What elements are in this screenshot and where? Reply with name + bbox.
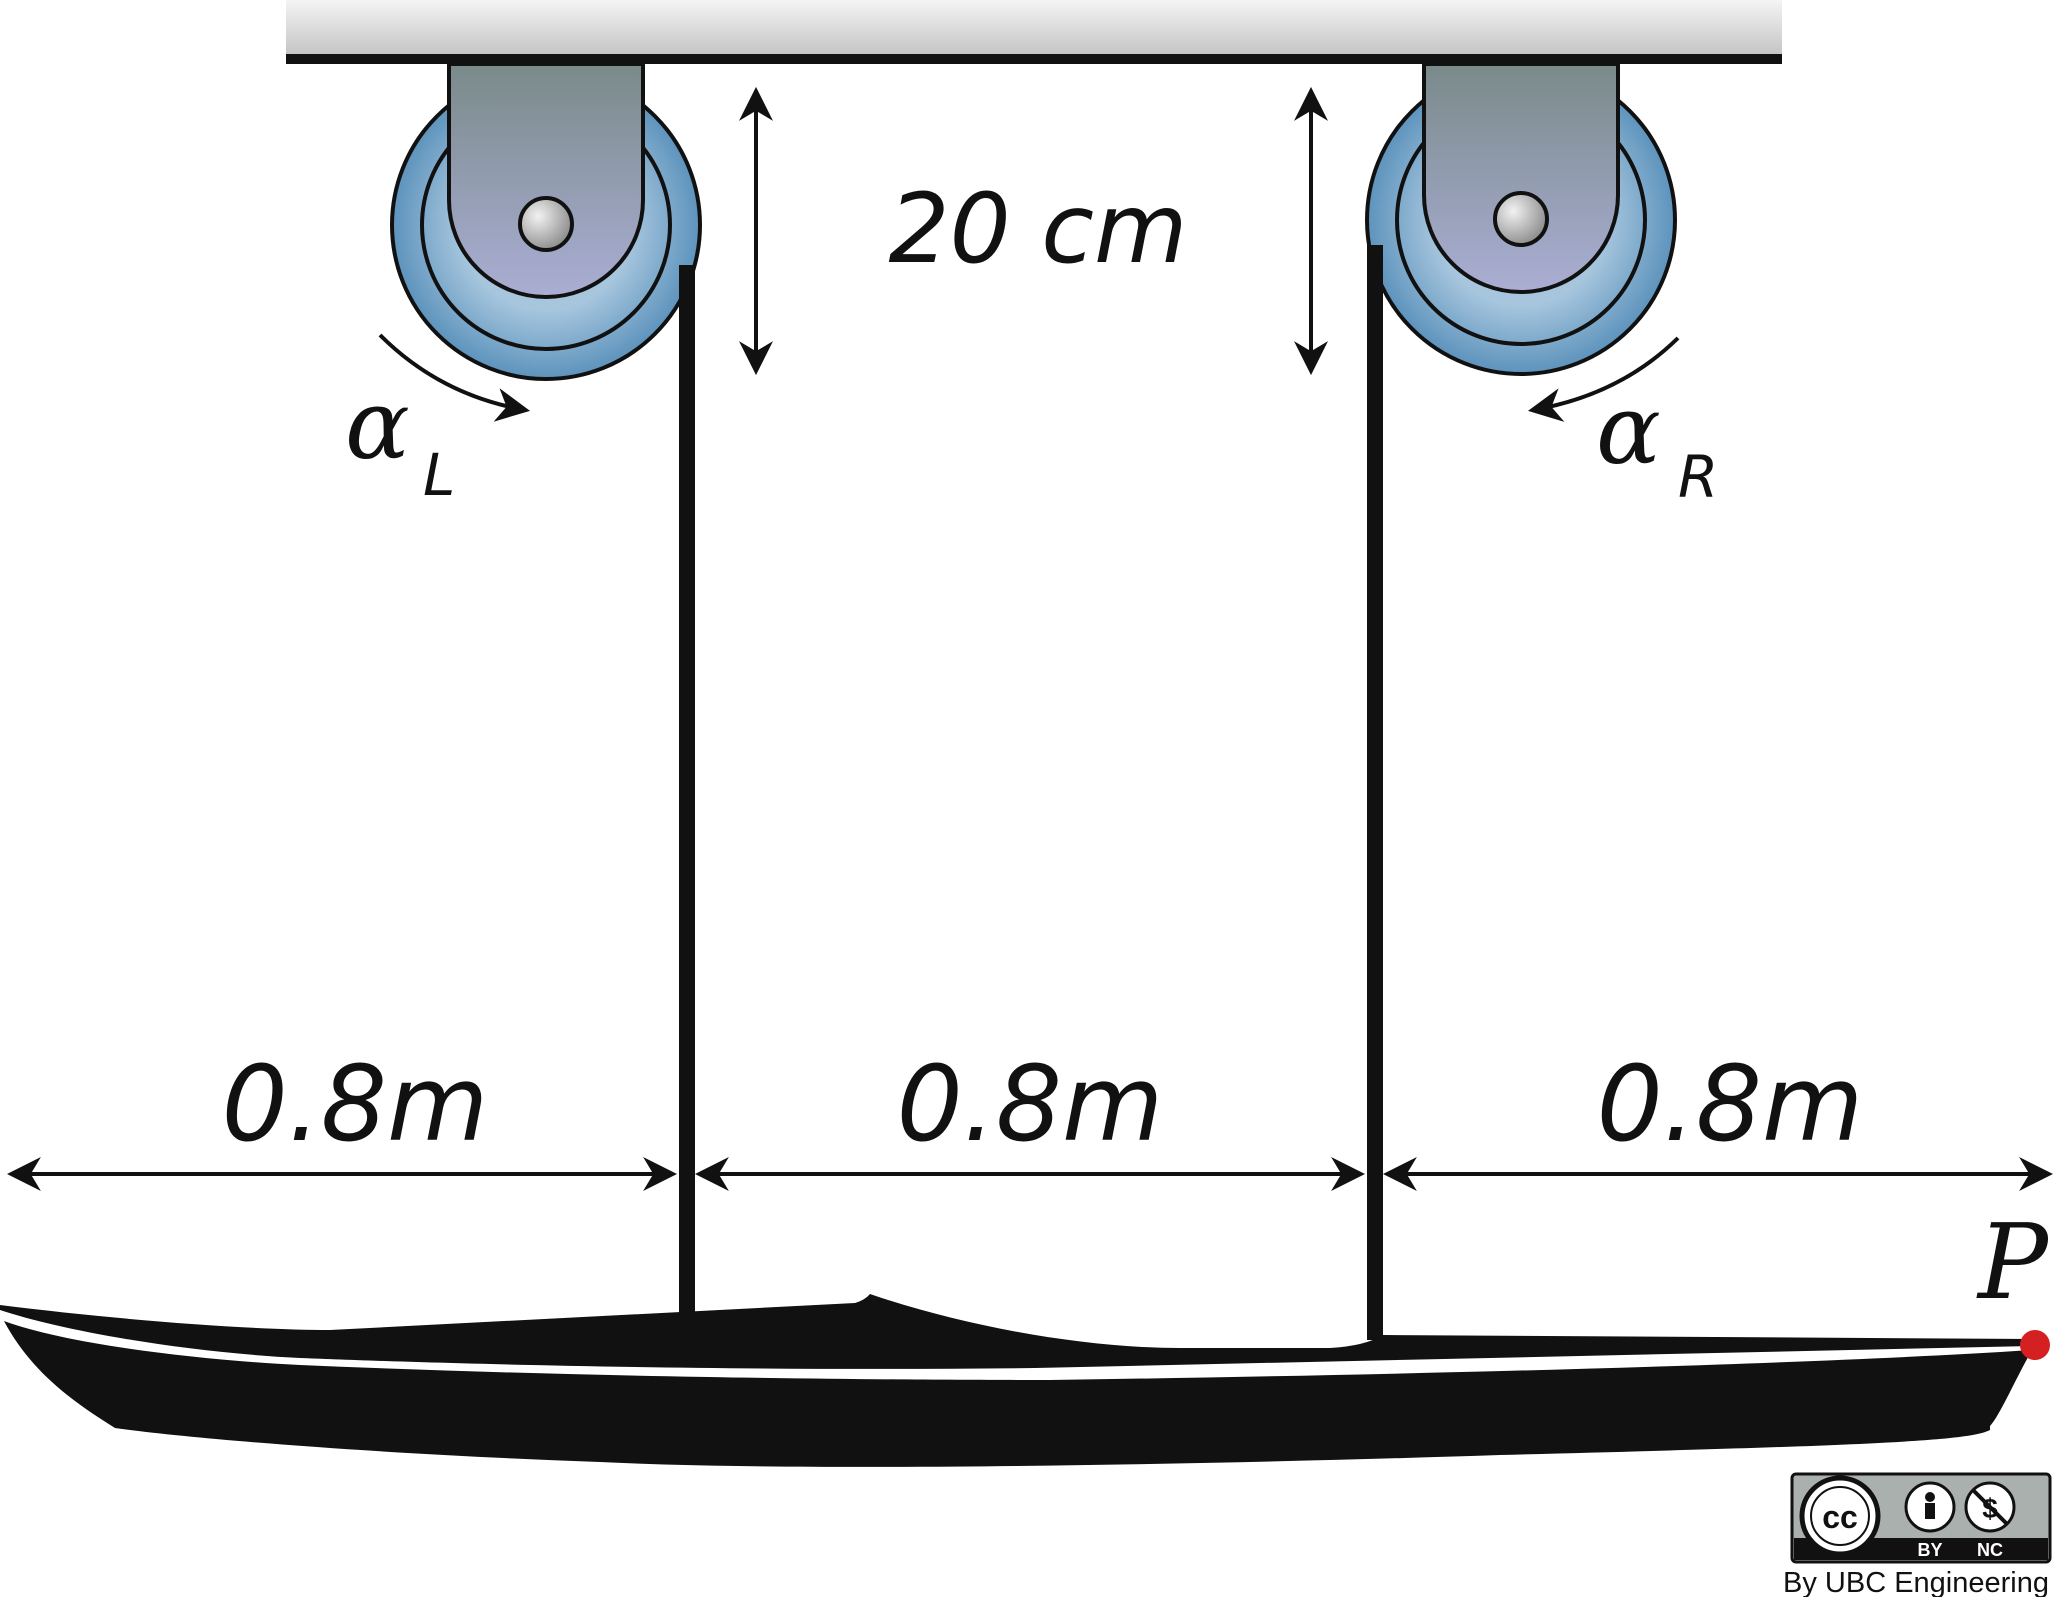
left-pulley-bracket: [447, 62, 645, 299]
span-label-1: 0.8m: [222, 1043, 489, 1165]
kayak-deck: [0, 1294, 2036, 1369]
right-pulley: [1365, 62, 1677, 376]
kayak-hull: [4, 1321, 2032, 1467]
alpha-left-arrow: [378, 333, 531, 422]
kayak: [0, 1294, 2036, 1467]
height-label: 20 cm: [889, 173, 1188, 285]
alpha-right-symbol: α: [1596, 374, 1661, 486]
alpha-left-symbol: α: [345, 369, 410, 481]
left-pulley-axle: [518, 196, 574, 252]
right-cable: [1367, 245, 1383, 1340]
credit-text: By UBC Engineering: [1783, 1567, 2049, 1597]
cc-license-badge: cc $ BY NC: [1790, 1472, 2052, 1564]
alpha-right-subscript: R: [1678, 443, 1718, 511]
point-p-label: P: [1976, 1201, 2050, 1323]
alpha-right-arrow: [1527, 336, 1680, 422]
cc-icon-text: cc: [1822, 1499, 1858, 1535]
span-label-2: 0.8m: [897, 1043, 1164, 1165]
point-p-marker: [2020, 1330, 2050, 1360]
alpha-left-label: α L: [345, 369, 455, 509]
right-pulley-bracket: [1422, 62, 1620, 294]
nc-label: NC: [1977, 1540, 2003, 1560]
left-cable: [679, 265, 695, 1315]
right-pulley-axle: [1493, 191, 1549, 247]
left-pulley: [390, 62, 702, 381]
alpha-right-label: α R: [1596, 374, 1718, 511]
by-label: BY: [1917, 1540, 1942, 1560]
cc-icon: [1799, 1475, 1881, 1557]
alpha-left-subscript: L: [423, 441, 455, 509]
ceiling: [286, 0, 1782, 64]
span-label-3: 0.8m: [1597, 1043, 1864, 1165]
